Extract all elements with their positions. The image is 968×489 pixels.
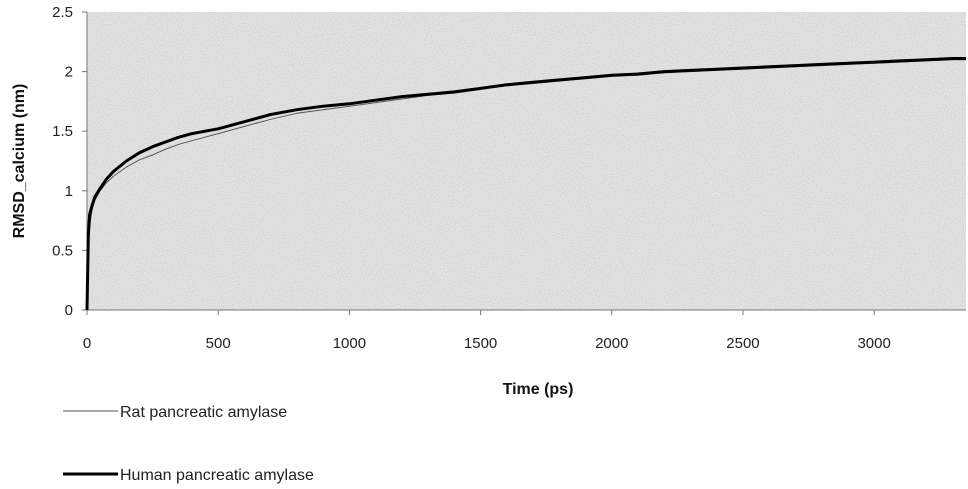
legend: Rat pancreatic amylase Human pancreatic a…: [63, 404, 314, 484]
series-lines: [85, 57, 966, 311]
plot-texture: [87, 12, 966, 310]
y-ticks: 0 0.5 1 1.5 2 2.5: [52, 4, 87, 319]
x-tick-label: 1000: [333, 335, 366, 352]
y-tick-label: 0: [65, 302, 73, 319]
x-tick-label: 2000: [595, 335, 628, 352]
x-tick-label: 1500: [464, 335, 497, 352]
x-tick-label: 500: [206, 335, 231, 352]
x-tick-label: 0: [83, 335, 91, 352]
y-tick-label: 2.5: [52, 4, 73, 21]
series-line-human: [85, 57, 966, 311]
y-tick-label: 2: [65, 64, 73, 81]
y-tick-label: 0.5: [52, 242, 73, 259]
plot-area: [87, 12, 966, 310]
legend-label-human: Human pancreatic amylase: [120, 467, 314, 484]
legend-label-rat: Rat pancreatic amylase: [120, 404, 287, 421]
y-tick-label: 1: [65, 183, 73, 200]
x-ticks: 0 500 1000 1500 2000 2500 3000: [83, 310, 891, 352]
y-tick-label: 1.5: [52, 123, 73, 140]
x-tick-label: 2500: [726, 335, 759, 352]
x-axis-title: Time (ps): [503, 381, 574, 398]
x-tick-label: 3000: [857, 335, 890, 352]
y-axis-title: RMSD_calcium (nm): [11, 84, 28, 239]
